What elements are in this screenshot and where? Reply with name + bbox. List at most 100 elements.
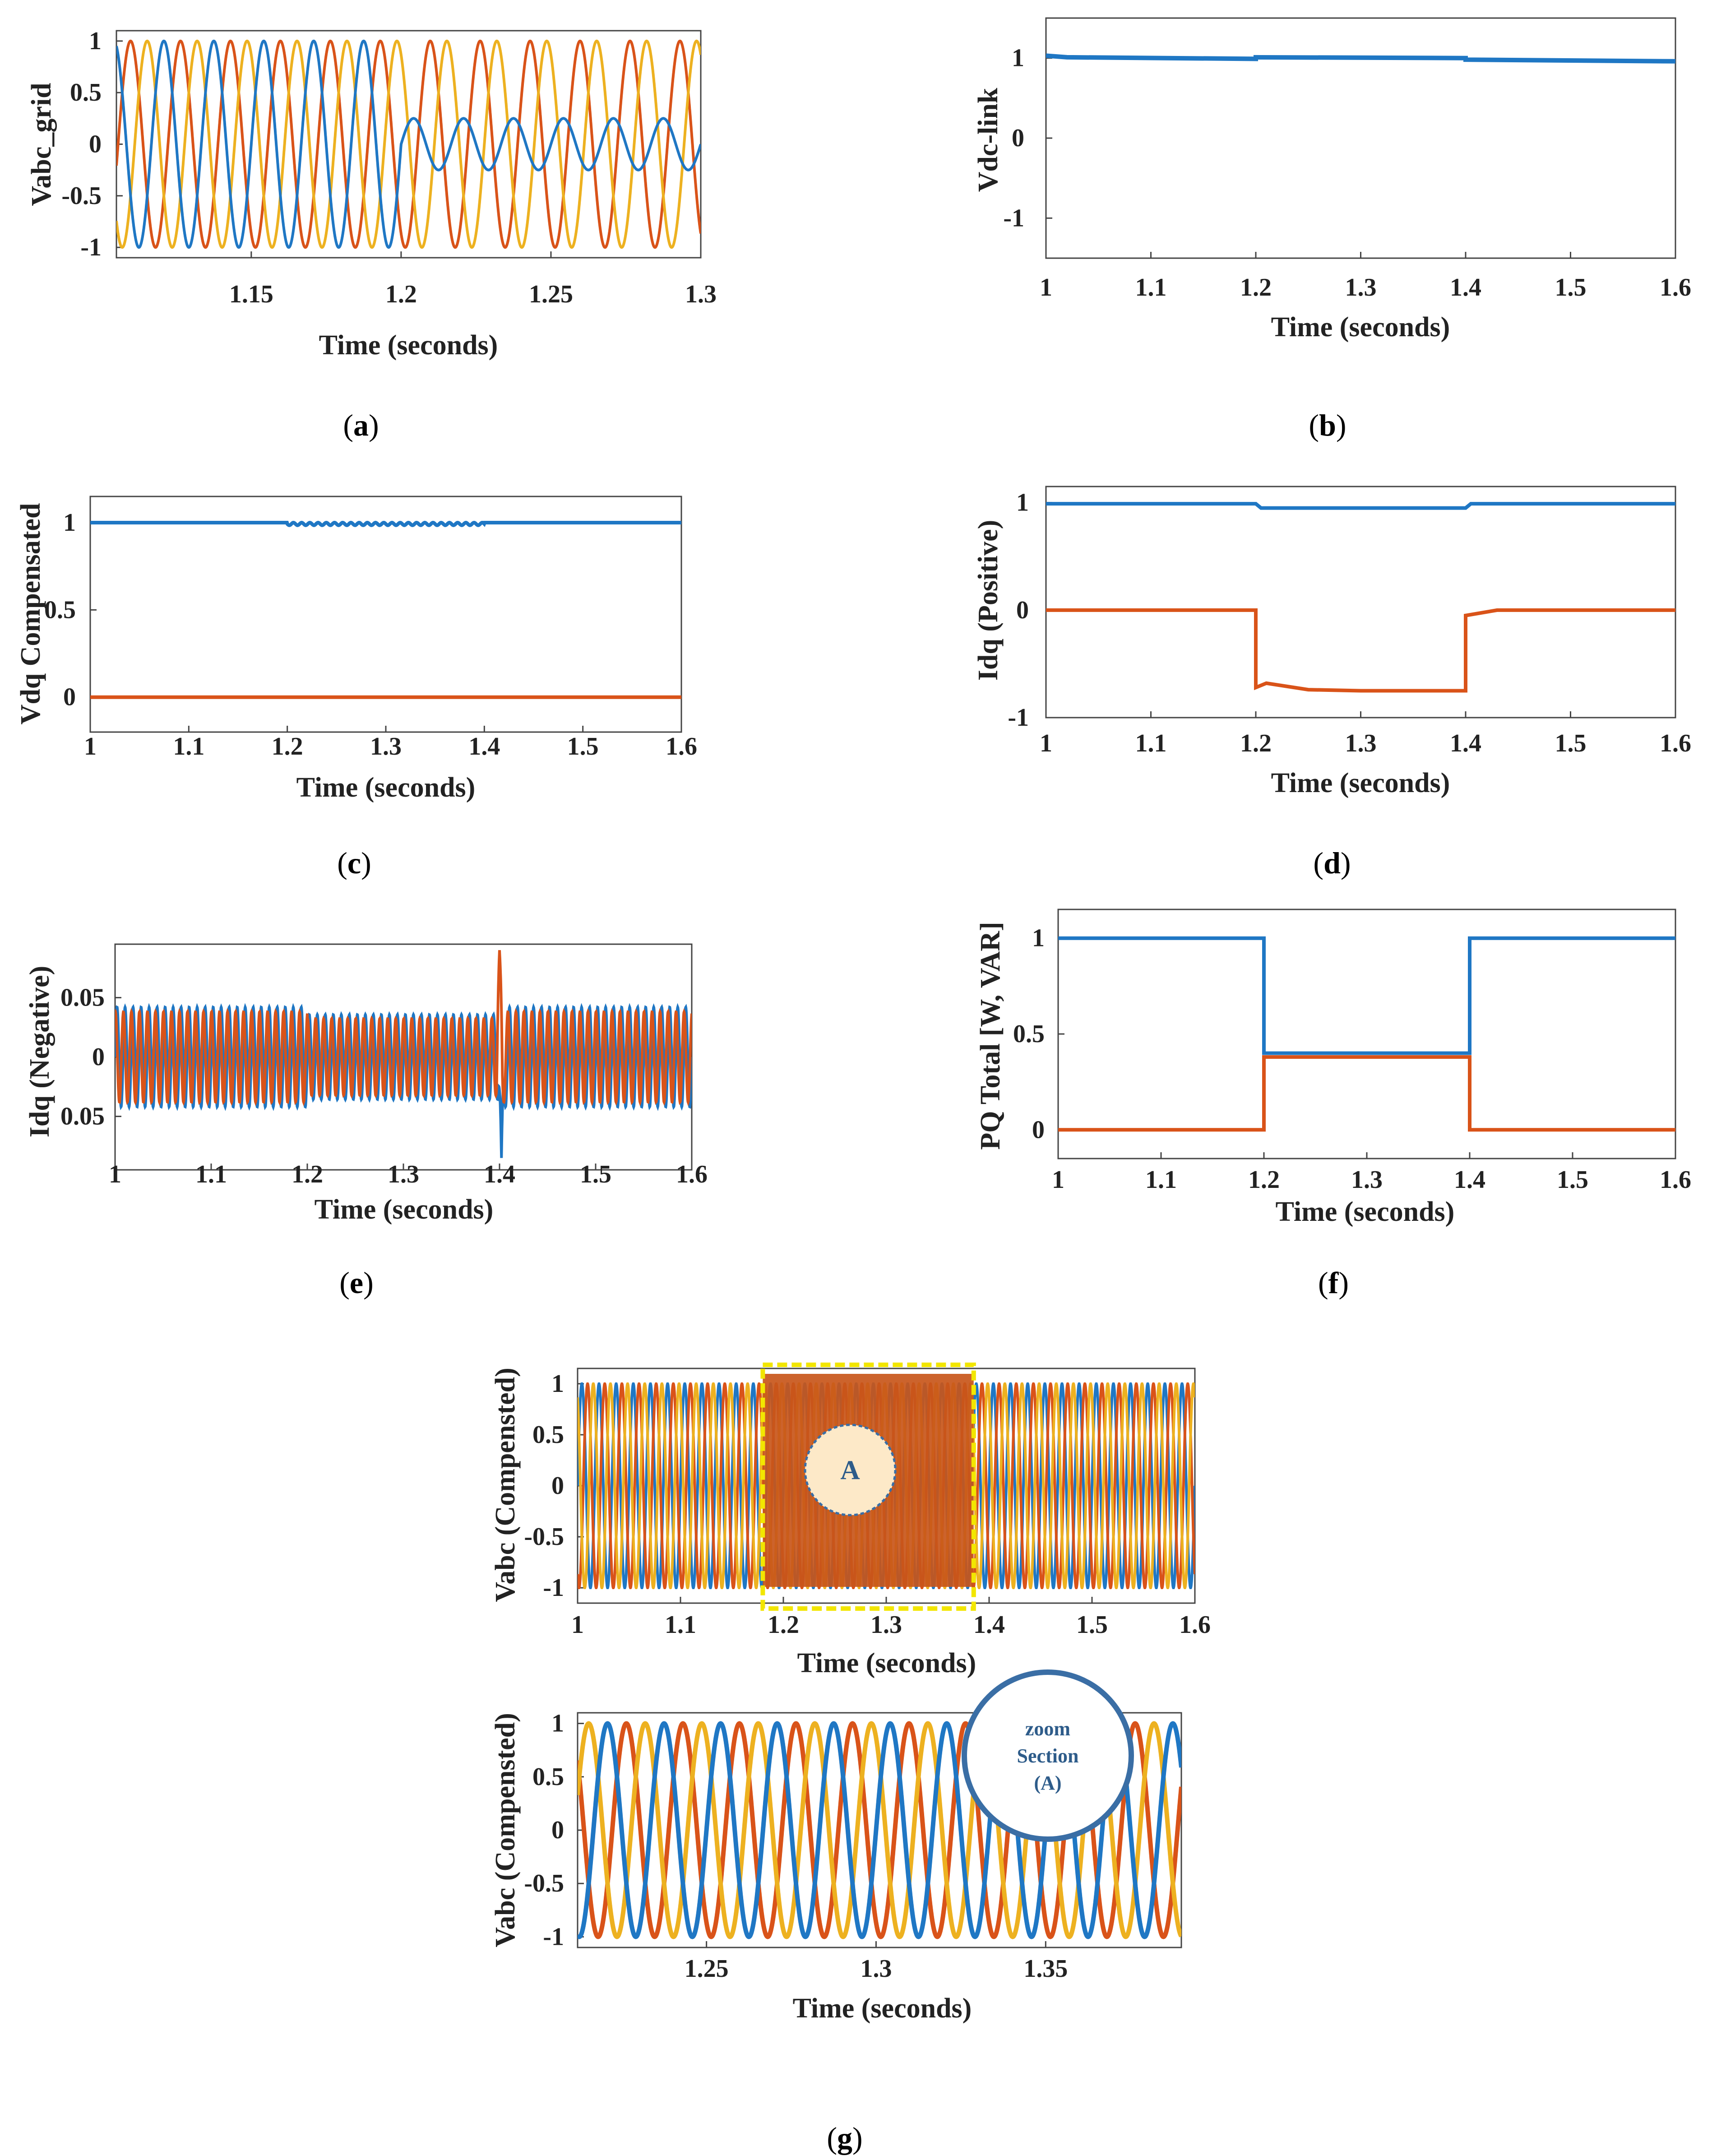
x-tick-label: 1.3 xyxy=(370,733,402,760)
y-tick-label: 0 xyxy=(551,1816,564,1844)
x-tick-label: 1 xyxy=(84,733,97,760)
zoom-marker-circle xyxy=(804,1423,897,1516)
panel-b-frame xyxy=(1045,17,1676,259)
y-tick-label: 1 xyxy=(63,509,76,537)
panel-g-zoom-ylabel: Vabc (Compensted) xyxy=(490,1713,521,1947)
zoom-region-box xyxy=(760,1363,976,1611)
x-tick-label: 1.5 xyxy=(1555,274,1587,301)
y-tick-label: 0.5 xyxy=(532,1421,564,1449)
x-tick-label: 1.3 xyxy=(1345,274,1377,301)
x-tick-label: 1.6 xyxy=(676,1160,708,1188)
zoom-section-line2: Section xyxy=(1017,1745,1079,1767)
y-tick-label: 1 xyxy=(1032,924,1045,952)
y-tick-label: 0 xyxy=(1012,124,1024,152)
y-tick-label: 0.05 xyxy=(60,983,105,1011)
y-tick-label: -1 xyxy=(1003,204,1024,232)
y-tick-label: -1 xyxy=(543,1923,564,1951)
x-tick-label: 1.5 xyxy=(567,733,599,760)
zoom-marker-label: A xyxy=(840,1455,860,1485)
y-tick-label: -0.5 xyxy=(61,182,102,210)
x-tick-label: 1.2 xyxy=(1248,1166,1280,1194)
panel-d-plot: 1 1.1 1.2 1.3 1.4 1.5 1.6 1 0 -1 xyxy=(1008,489,1691,757)
y-tick-label: -0.5 xyxy=(524,1869,564,1897)
x-tick-label: 1.6 xyxy=(1179,1611,1211,1639)
y-tick-label: 0.5 xyxy=(44,596,76,624)
x-tick-label: 1.5 xyxy=(1555,729,1587,757)
caption-g: (g) xyxy=(827,2121,862,2155)
panel-e-xlabel: Time (seconds) xyxy=(315,1194,494,1225)
panel-d-ylabel: Idq (Positive) xyxy=(973,520,1004,681)
series-group xyxy=(115,950,692,1158)
x-tick-label: 1.6 xyxy=(1660,729,1691,757)
x-tick-label: 1.25 xyxy=(529,280,573,308)
panel-b-xlabel: Time (seconds) xyxy=(1271,312,1450,343)
x-tick-label: 1.1 xyxy=(1135,274,1167,301)
panel-a-xlabel: Time (seconds) xyxy=(319,330,498,361)
y-tick-label: 0.05 xyxy=(60,1103,105,1131)
y-tick-label: 1 xyxy=(1016,489,1029,517)
panel-a-plot: 1.15 1.2 1.25 1.3 1 0.5 0 -0.5 -1 xyxy=(61,27,717,308)
y-tick-label: 0 xyxy=(1032,1116,1045,1144)
x-tick-label: 1.4 xyxy=(1450,729,1481,757)
x-tick-label: 1.25 xyxy=(685,1955,729,1983)
panel-c: 1 1.1 1.2 1.3 1.4 1.5 1.610.50 Time (seconds) … xyxy=(15,496,697,880)
panel-a: 1.15 1.2 1.25 1.3 1 0.5 0 -0.5 -1 Time (seconds)… xyxy=(26,27,717,442)
panel-e-ylabel: Idq (Negative) xyxy=(24,966,55,1138)
x-tick-label: 1.35 xyxy=(1023,1955,1068,1983)
x-tick-label: 1.4 xyxy=(484,1160,515,1188)
panel-g-zoom-xlabel: Time (seconds) xyxy=(793,1993,972,2024)
y-tick-label: 0.5 xyxy=(70,79,102,107)
panel-f-ylabel: PQ Total [W, VAR] xyxy=(975,922,1006,1150)
y-tick-label: 0 xyxy=(89,130,102,158)
y-tick-label: -1 xyxy=(1008,704,1029,732)
panel-f-xlabel: Time (seconds) xyxy=(1276,1196,1455,1227)
series-line-red xyxy=(1058,1055,1675,1132)
x-tick-label: 1.3 xyxy=(1351,1166,1383,1194)
y-tick-label: 1 xyxy=(89,27,102,55)
y-tick-label: -1 xyxy=(80,233,102,261)
x-tick-label: 1.2 xyxy=(292,1160,323,1188)
x-tick-label: 1 xyxy=(109,1160,121,1188)
x-tick-label: 1 xyxy=(1040,274,1052,301)
panel-c-xlabel: Time (seconds) xyxy=(296,772,476,803)
x-tick-label: 1.4 xyxy=(468,733,500,760)
panel-g-full-xlabel: Time (seconds) xyxy=(797,1648,976,1678)
panel-e-plot: 1 1.1 1.2 1.3 1.4 1.5 1.6 0.05 0 0.05 xyxy=(60,950,708,1188)
x-tick-label: 1.5 xyxy=(1076,1611,1108,1639)
x-tick-label: 1.3 xyxy=(1345,729,1377,757)
x-tick-label: 1.6 xyxy=(1660,1166,1691,1194)
zoom-section-bubble xyxy=(962,1669,1134,1842)
series-group xyxy=(1046,53,1675,64)
y-tick-label: 0.5 xyxy=(532,1763,564,1791)
x-tick-label: 1 xyxy=(1040,729,1052,757)
caption-b: (b) xyxy=(1309,408,1346,442)
x-tick-label: 1.1 xyxy=(1135,729,1167,757)
panel-g-full-ylabel: Vabc (Compensted) xyxy=(490,1368,521,1602)
x-tick-label: 1.2 xyxy=(272,733,303,760)
y-tick-label: 1 xyxy=(1012,44,1024,72)
y-tick-label: 0 xyxy=(92,1043,105,1071)
x-tick-label: 1.1 xyxy=(1145,1166,1177,1194)
panel-g-zoom: 1.25 1.3 1.35 1 0.5 0 -0.5 -1 zoom Section (A) Tim… xyxy=(490,1669,1182,2155)
caption-e: (e) xyxy=(339,1266,374,1300)
panel-g-full-plot: 1 1.1 1.2 1.3 1.4 1.5 1.6 1 0.5 0 -0.5 -1 A xyxy=(524,1363,1211,1639)
y-tick-label: -1 xyxy=(543,1574,564,1602)
x-tick-label: 1.2 xyxy=(385,280,417,308)
x-tick-label: 1.4 xyxy=(973,1611,1005,1639)
series-group xyxy=(1046,502,1675,693)
panel-d-xlabel: Time (seconds) xyxy=(1271,768,1450,798)
panel-c-ylabel: Vdq Compensated xyxy=(15,503,46,725)
series-line-red xyxy=(115,950,692,1107)
panel-d-frame xyxy=(1045,486,1676,719)
zoom-section-line3: (A) xyxy=(1034,1772,1061,1794)
panel-b-plot: 1 1.1 1.2 1.3 1.4 1.5 1.6 1 0 -1 xyxy=(1003,44,1691,301)
x-tick-label: 1.2 xyxy=(1240,274,1272,301)
x-tick-label: 1.1 xyxy=(665,1611,696,1639)
panel-f-plot: 1 1.1 1.2 1.3 1.4 1.5 1.6 1 0.5 0 xyxy=(1013,924,1691,1194)
x-tick-label: 1.3 xyxy=(860,1955,892,1983)
series-group xyxy=(116,39,701,249)
y-tick-label: 0 xyxy=(1016,596,1029,624)
panel-b-ylabel: Vdc-link xyxy=(973,88,1004,192)
series-line-yellow xyxy=(116,39,701,249)
